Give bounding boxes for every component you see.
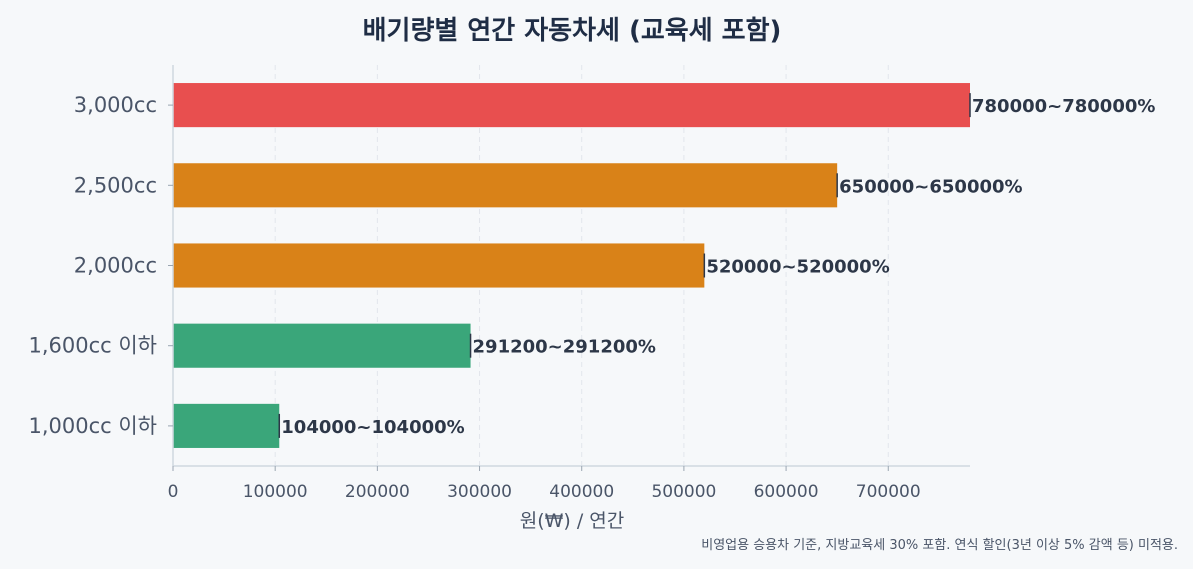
bar (173, 83, 970, 128)
category-label: 2,500cc (74, 173, 157, 197)
bars (173, 83, 971, 448)
x-tick-label: 700000 (856, 482, 921, 502)
bar (173, 243, 705, 288)
footnote: 비영업용 승용차 기준, 지방교육세 30% 포함. 연식 할인(3년 이상 5… (701, 538, 1178, 553)
axes: 1,000cc 이하 1,600cc 이하 2,000cc 2,500cc 3,000c… (28, 65, 970, 502)
x-tick-label: 400000 (549, 482, 614, 502)
bar (173, 323, 471, 368)
bar (173, 403, 280, 448)
x-tick-label: 500000 (651, 482, 716, 502)
x-tick-label: 600000 (754, 482, 819, 502)
x-tick-label: 0 (168, 482, 179, 502)
x-tick-label: 100000 (243, 482, 308, 502)
chart-title: 배기량별 연간 자동차세 (교육세 포함) (363, 16, 782, 46)
category-label: 3,000cc (74, 93, 157, 117)
data-label: 520000~520000% (706, 257, 889, 278)
x-axis-label: 원(₩) / 연간 (520, 510, 625, 532)
data-label: 291200~291200% (473, 337, 656, 358)
data-labels: 104000~104000% 291200~291200% 520000~52000… (281, 96, 1155, 438)
data-label: 780000~780000% (972, 96, 1155, 117)
category-label: 1,000cc 이하 (28, 414, 157, 438)
category-label: 1,600cc 이하 (28, 334, 157, 358)
data-label: 650000~650000% (839, 176, 1022, 197)
data-label: 104000~104000% (281, 417, 464, 438)
category-label: 2,000cc (74, 254, 157, 278)
x-tick-label: 200000 (345, 482, 410, 502)
x-tick-label: 300000 (447, 482, 512, 502)
bar (173, 163, 838, 208)
